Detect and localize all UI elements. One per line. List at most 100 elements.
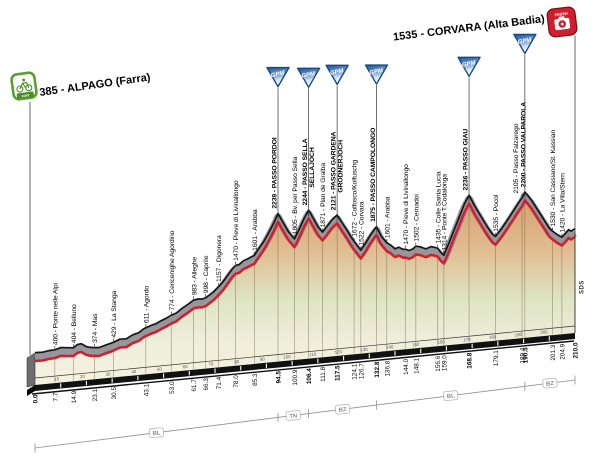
ruler-km-number: 180 bbox=[489, 334, 497, 340]
km-label: 78.0 bbox=[233, 375, 240, 388]
gpm-marker-label: GPM bbox=[301, 71, 317, 80]
km-label: 61.7 bbox=[191, 379, 198, 392]
ruler-km-number: 90 bbox=[260, 356, 266, 361]
place-label: 1314 - Ponte T.Codalonga bbox=[441, 174, 448, 251]
place-label: 1530 - San Cassiano/St. Kassian bbox=[550, 130, 557, 227]
km-label: 23.1 bbox=[92, 388, 99, 401]
ruler-km-number: 30 bbox=[106, 371, 112, 376]
place-label: 400 - Ponte nelle Alpi bbox=[52, 282, 59, 345]
place-label: 2239 - PASSO PORDOI bbox=[272, 137, 279, 208]
km-label: 14.9 bbox=[71, 390, 78, 403]
province-label: BL bbox=[447, 393, 456, 400]
place-label: 2121 - PASSO GARDENA bbox=[331, 131, 338, 210]
km-label: 179.1 bbox=[493, 350, 500, 366]
start-icon-label: start bbox=[21, 93, 30, 98]
province-label: BZ bbox=[546, 381, 555, 388]
km-label: 210.0 bbox=[573, 342, 580, 358]
km-label: 43.1 bbox=[143, 383, 150, 396]
bar-shadow bbox=[31, 340, 575, 395]
ruler-km-number: 70 bbox=[208, 361, 214, 366]
km-label: 7.7 bbox=[52, 392, 59, 401]
place-label: 1470 - Pieve di Livinallongo bbox=[403, 164, 410, 245]
province-label-group: BZ bbox=[334, 403, 351, 415]
km-label: 124.1 bbox=[352, 363, 359, 379]
province-label: BZ bbox=[339, 407, 348, 414]
ruler-km-number: 10 bbox=[54, 376, 60, 381]
place-label: 2244 - PASSO SELLA bbox=[302, 138, 309, 205]
km-label: 0.0 bbox=[33, 394, 40, 403]
gpm-marker-label: GPM bbox=[517, 37, 533, 46]
km-label: 71.4 bbox=[216, 376, 223, 389]
province-label-box bbox=[542, 377, 558, 389]
km-label: 168.8 bbox=[467, 352, 474, 368]
bike-wheel-icon bbox=[16, 85, 24, 93]
province-label-group: BL bbox=[148, 427, 165, 439]
province-label-group: TN bbox=[285, 410, 301, 421]
place-label: 1502 - Cernadoi bbox=[413, 194, 420, 242]
place-label: 2236 - PASSO GIAU bbox=[463, 129, 470, 191]
place-label: 1420 - La Villa/Stern bbox=[559, 173, 566, 233]
place-label-secondary: SELLAJOCH bbox=[309, 147, 316, 187]
gpm-marker-icon bbox=[296, 67, 321, 89]
km-label: 126.7 bbox=[358, 363, 365, 379]
km-label: 189.4 bbox=[520, 347, 527, 363]
gpm-marker-label: GPM bbox=[462, 60, 478, 69]
province-label-group: BL bbox=[443, 390, 459, 402]
km-label: 156.6 bbox=[435, 355, 442, 371]
km-label: 106.4 bbox=[306, 368, 313, 384]
gpm-marker-icon bbox=[266, 66, 290, 88]
ruler-km-number: 170 bbox=[463, 337, 471, 343]
ruler-km-number: 200 bbox=[540, 329, 548, 335]
ruler-km-number: 190 bbox=[515, 332, 523, 338]
ruler-strip-line bbox=[34, 325, 576, 379]
gpm-marker-icon bbox=[513, 33, 537, 55]
cyclist-head-icon bbox=[22, 78, 26, 82]
km-label: 132.8 bbox=[374, 361, 381, 377]
gpm-marker-label: GPM bbox=[330, 68, 346, 77]
gpm-marker-label: GPM bbox=[369, 68, 385, 77]
ruler-km-number: 110 bbox=[309, 352, 317, 358]
km-label: 66.3 bbox=[203, 378, 210, 391]
ruler-km-number: 20 bbox=[80, 374, 86, 379]
place-label: 998 - Caprile bbox=[203, 255, 210, 293]
km-label: 30.5 bbox=[111, 387, 118, 400]
km-label: 148.1 bbox=[413, 357, 420, 373]
ruler-km-number: 40 bbox=[131, 369, 137, 374]
province-label-box bbox=[443, 390, 459, 402]
ruler-km-number: 80 bbox=[234, 359, 240, 364]
province-label: BL bbox=[152, 430, 161, 437]
km-label: 144.0 bbox=[403, 358, 410, 374]
bike-frame-icon bbox=[19, 82, 30, 90]
place-label: 1672 - Colfosco/Kolfuschg bbox=[352, 160, 359, 237]
km-label: 117.5 bbox=[335, 365, 342, 381]
place-label: 404 - Belluno bbox=[71, 304, 78, 343]
place-label: 1601 - Arabba bbox=[384, 196, 391, 238]
place-label: 1601 - Arabba bbox=[252, 209, 259, 251]
profile-top-edge bbox=[34, 191, 576, 354]
ruler-km-number: 130 bbox=[360, 347, 368, 353]
sds-logo: SDS bbox=[580, 280, 586, 294]
finish-icon: FINISH bbox=[546, 6, 578, 38]
province-label-group: BZ bbox=[542, 377, 558, 389]
place-label: 1157 - Digonera bbox=[216, 235, 223, 282]
finish-icon-label: FINISH bbox=[554, 11, 568, 18]
ruler-km-number: 60 bbox=[183, 364, 189, 369]
km-label: 204.9 bbox=[559, 343, 566, 359]
bike-wheel-icon bbox=[25, 84, 33, 92]
place-label: 1871 - Plan de Gralba bbox=[320, 163, 327, 228]
km-label: 53.0 bbox=[169, 381, 176, 394]
ruler-km-number: 100 bbox=[283, 354, 291, 360]
province-label: TN bbox=[289, 413, 297, 420]
ruler-km-number: 150 bbox=[412, 342, 420, 348]
place-label: 1875 - PASSO CAMPOLONGO bbox=[370, 128, 377, 222]
place-label: 429 - La Stanga bbox=[111, 290, 118, 337]
ruler-km-number: 50 bbox=[157, 366, 163, 371]
place-label: 1470 - Pieve di Livinallongo bbox=[233, 180, 240, 261]
ruler-km-number: 160 bbox=[437, 339, 445, 345]
province-label-box bbox=[334, 403, 351, 415]
start-title: 385 - ALPAGO (Farra) bbox=[39, 71, 152, 98]
province-bracket bbox=[34, 379, 576, 449]
gpm-marker-icon bbox=[325, 64, 349, 86]
